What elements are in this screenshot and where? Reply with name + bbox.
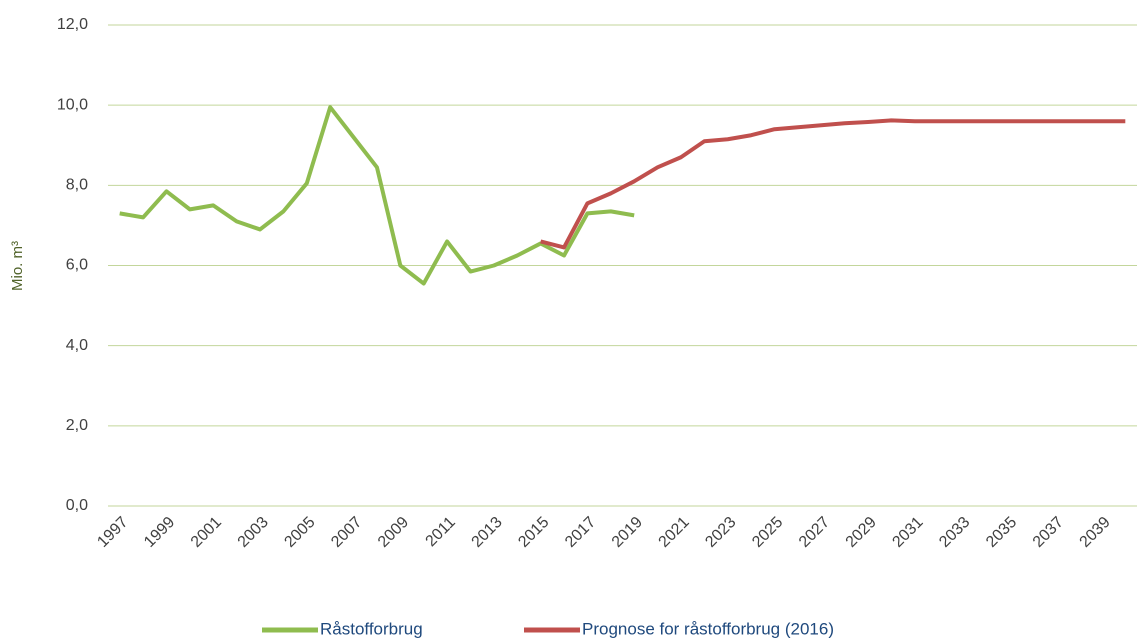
x-tick-label: 2015 <box>515 514 552 551</box>
x-tick-label: 2001 <box>188 514 225 551</box>
y-tick-label: 6,0 <box>66 257 88 274</box>
y-tick-label: 4,0 <box>66 337 88 354</box>
legend-label: Prognose for råstofforbrug (2016) <box>582 619 834 638</box>
y-tick-label: 12,0 <box>57 16 88 33</box>
x-tick-label: 2031 <box>889 514 926 551</box>
x-tick-label: 2007 <box>328 514 365 551</box>
x-tick-label: 2023 <box>702 514 739 551</box>
x-tick-label: 2011 <box>423 514 459 550</box>
y-tick-label: 8,0 <box>66 177 88 194</box>
y-tick-label: 2,0 <box>66 417 88 434</box>
x-tick-label: 2019 <box>609 514 646 551</box>
y-tick-label: 0,0 <box>66 497 88 514</box>
x-tick-label: 2037 <box>1030 514 1067 551</box>
x-tick-label: 2025 <box>749 514 786 551</box>
x-tick-label: 2035 <box>983 514 1020 551</box>
x-tick-label: 1997 <box>94 514 131 551</box>
series-line <box>119 105 635 286</box>
x-tick-label: 2021 <box>656 514 693 551</box>
legend-label: Råstofforbrug <box>320 619 423 638</box>
x-tick-label: 2029 <box>843 514 880 551</box>
x-tick-label: 2013 <box>468 514 505 551</box>
x-tick-label: 2033 <box>936 514 973 551</box>
y-tick-label: 10,0 <box>57 96 88 113</box>
x-tick-label: 2009 <box>375 514 412 551</box>
x-tick-label: 2027 <box>796 514 833 551</box>
x-tick-label: 2017 <box>562 514 599 551</box>
x-tick-label: 2039 <box>1077 514 1114 551</box>
x-tick-label: 2003 <box>235 514 272 551</box>
x-tick-label: 1999 <box>141 514 178 551</box>
series-line <box>540 118 1126 250</box>
x-tick-label: 2005 <box>281 514 318 551</box>
y-axis-label: Mio. m³ <box>9 241 26 291</box>
